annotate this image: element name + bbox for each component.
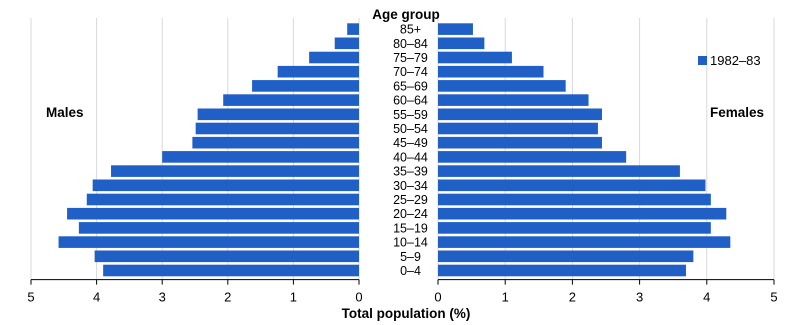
x-axis-label: Total population (%) <box>342 306 471 321</box>
bar-female <box>438 136 602 149</box>
bar-female <box>438 37 485 50</box>
age-group-label: 55–59 <box>393 108 428 122</box>
x-tick-label-left: 0 <box>355 290 362 305</box>
bar-male <box>103 264 359 277</box>
right-side-label: Females <box>710 105 764 120</box>
legend-entry: 1982–83 <box>710 53 761 68</box>
bar-female <box>438 207 727 220</box>
bar-male <box>86 193 359 206</box>
x-tick-label-left: 5 <box>27 290 34 305</box>
age-group-label: 10–14 <box>393 236 428 250</box>
bar-female <box>438 222 711 234</box>
bar-male <box>277 65 359 78</box>
age-group-label: 85+ <box>400 23 421 37</box>
bar-male <box>94 250 359 263</box>
age-group-label: 30–34 <box>393 179 428 193</box>
axes <box>30 279 775 285</box>
bar-male <box>309 51 359 64</box>
bar-male <box>195 122 359 135</box>
age-group-label: 15–19 <box>393 221 428 235</box>
bar-female <box>438 80 566 92</box>
x-tick-label-left: 3 <box>159 290 166 305</box>
bar-male <box>111 165 359 177</box>
x-tick-label-left: 2 <box>224 290 231 305</box>
bar-female <box>438 151 627 163</box>
bar-male <box>334 37 359 50</box>
bar-male <box>67 207 359 220</box>
bar-male <box>78 222 359 234</box>
bar-female <box>438 23 473 35</box>
bar-male <box>252 80 359 92</box>
bar-female <box>438 236 731 248</box>
x-tick-label-right: 3 <box>636 290 643 305</box>
chart-title: Age group <box>372 7 440 22</box>
age-group-label: 45–49 <box>393 136 428 150</box>
x-tick-label-left: 4 <box>93 290 100 305</box>
bars <box>58 23 731 277</box>
age-group-label: 70–74 <box>393 65 428 79</box>
age-group-label: 5–9 <box>400 250 421 264</box>
age-group-label: 65–69 <box>393 79 428 93</box>
bar-female <box>438 94 589 106</box>
age-group-label: 75–79 <box>393 51 428 65</box>
bar-female <box>438 179 706 192</box>
legend-swatch <box>698 56 707 65</box>
bar-female <box>438 165 680 177</box>
left-side-label: Males <box>46 105 84 120</box>
x-tick-label-left: 1 <box>290 290 297 305</box>
x-tick-label-right: 5 <box>770 290 777 305</box>
bar-female <box>438 264 686 277</box>
bar-male <box>347 23 359 35</box>
age-group-label: 80–84 <box>393 37 428 51</box>
bar-female <box>438 108 602 121</box>
bar-female <box>438 193 711 206</box>
bar-female <box>438 122 598 135</box>
bar-female <box>438 250 694 263</box>
age-group-label: 60–64 <box>393 94 428 108</box>
age-group-label: 50–54 <box>393 122 428 136</box>
age-group-label: 40–44 <box>393 150 428 164</box>
x-tick-labels: 5 4 3 2 1 0 0 1 2 3 4 5 <box>27 290 777 305</box>
bar-male <box>192 136 359 149</box>
bar-female <box>438 65 544 78</box>
bar-male <box>197 108 359 121</box>
x-tick-label-right: 2 <box>569 290 576 305</box>
age-group-label: 35–39 <box>393 165 428 179</box>
x-tick-label-right: 0 <box>434 290 441 305</box>
age-group-label: 0–4 <box>400 264 421 278</box>
bar-male <box>223 94 359 106</box>
bar-male <box>162 151 359 163</box>
bar-male <box>58 236 359 248</box>
bar-female <box>438 51 512 64</box>
age-group-labels: 85+80–8475–7970–7465–6960–6455–5950–5445… <box>393 23 428 278</box>
x-tick-label-right: 4 <box>703 290 710 305</box>
age-group-label: 25–29 <box>393 193 428 207</box>
bar-male <box>92 179 359 192</box>
legend: 1982–83 <box>698 53 761 68</box>
age-group-label: 20–24 <box>393 207 428 221</box>
x-tick-label-right: 1 <box>502 290 509 305</box>
